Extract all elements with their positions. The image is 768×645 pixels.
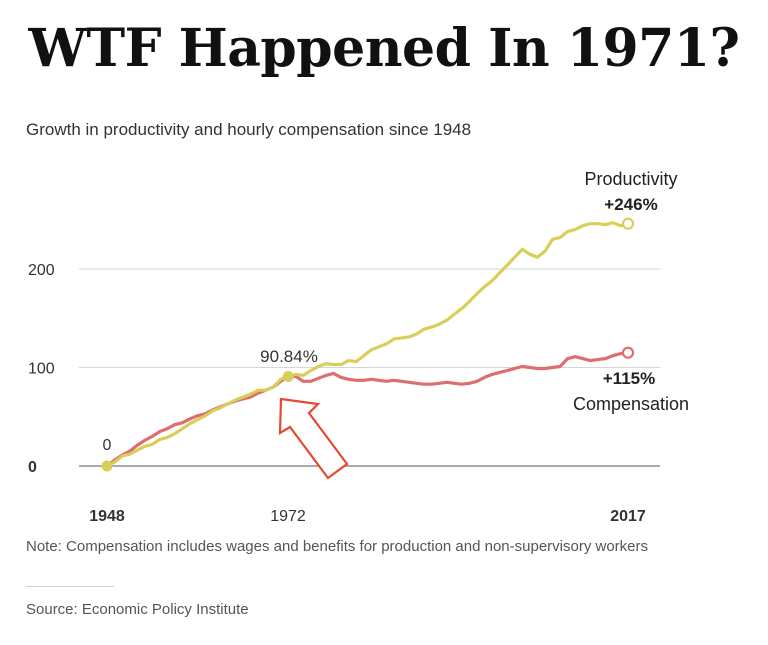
point-marker-1972 bbox=[282, 371, 294, 383]
chart-title: Growth in productivity and hourly compen… bbox=[26, 120, 472, 139]
series-value-productivity: +246% bbox=[604, 195, 657, 214]
end-marker-compensation bbox=[621, 346, 635, 359]
headline: WTF Happened In 1971? bbox=[28, 18, 740, 79]
x-tick-label-1948: 1948 bbox=[89, 508, 125, 525]
y-tick-label-100: 100 bbox=[28, 361, 55, 378]
series-line-compensation bbox=[105, 351, 630, 468]
series-label-productivity: Productivity bbox=[584, 169, 677, 189]
annotation-start-value: 0 bbox=[103, 437, 112, 454]
start-point-marker bbox=[101, 460, 113, 472]
y-tick-label-0: 0 bbox=[28, 459, 37, 476]
series-value-compensation: +115% bbox=[603, 369, 655, 388]
chart-source: Source: Economic Policy Institute bbox=[26, 601, 249, 618]
chart: 0 100 200 1948 1972 2017 0 90.84% Productivity +2… bbox=[28, 169, 689, 525]
x-tick-label-1972: 1972 bbox=[270, 508, 306, 525]
series-line-productivity bbox=[105, 221, 630, 468]
divider bbox=[26, 586, 114, 587]
x-tick-label-2017: 2017 bbox=[610, 508, 646, 525]
end-marker-productivity bbox=[621, 217, 635, 230]
y-tick-label-200: 200 bbox=[28, 262, 55, 279]
arrow-annotation-shape bbox=[278, 397, 349, 480]
series-label-compensation: Compensation bbox=[573, 394, 689, 414]
annotation-1972-value: 90.84% bbox=[260, 347, 318, 366]
chart-note: Note: Compensation includes wages and be… bbox=[26, 538, 649, 555]
